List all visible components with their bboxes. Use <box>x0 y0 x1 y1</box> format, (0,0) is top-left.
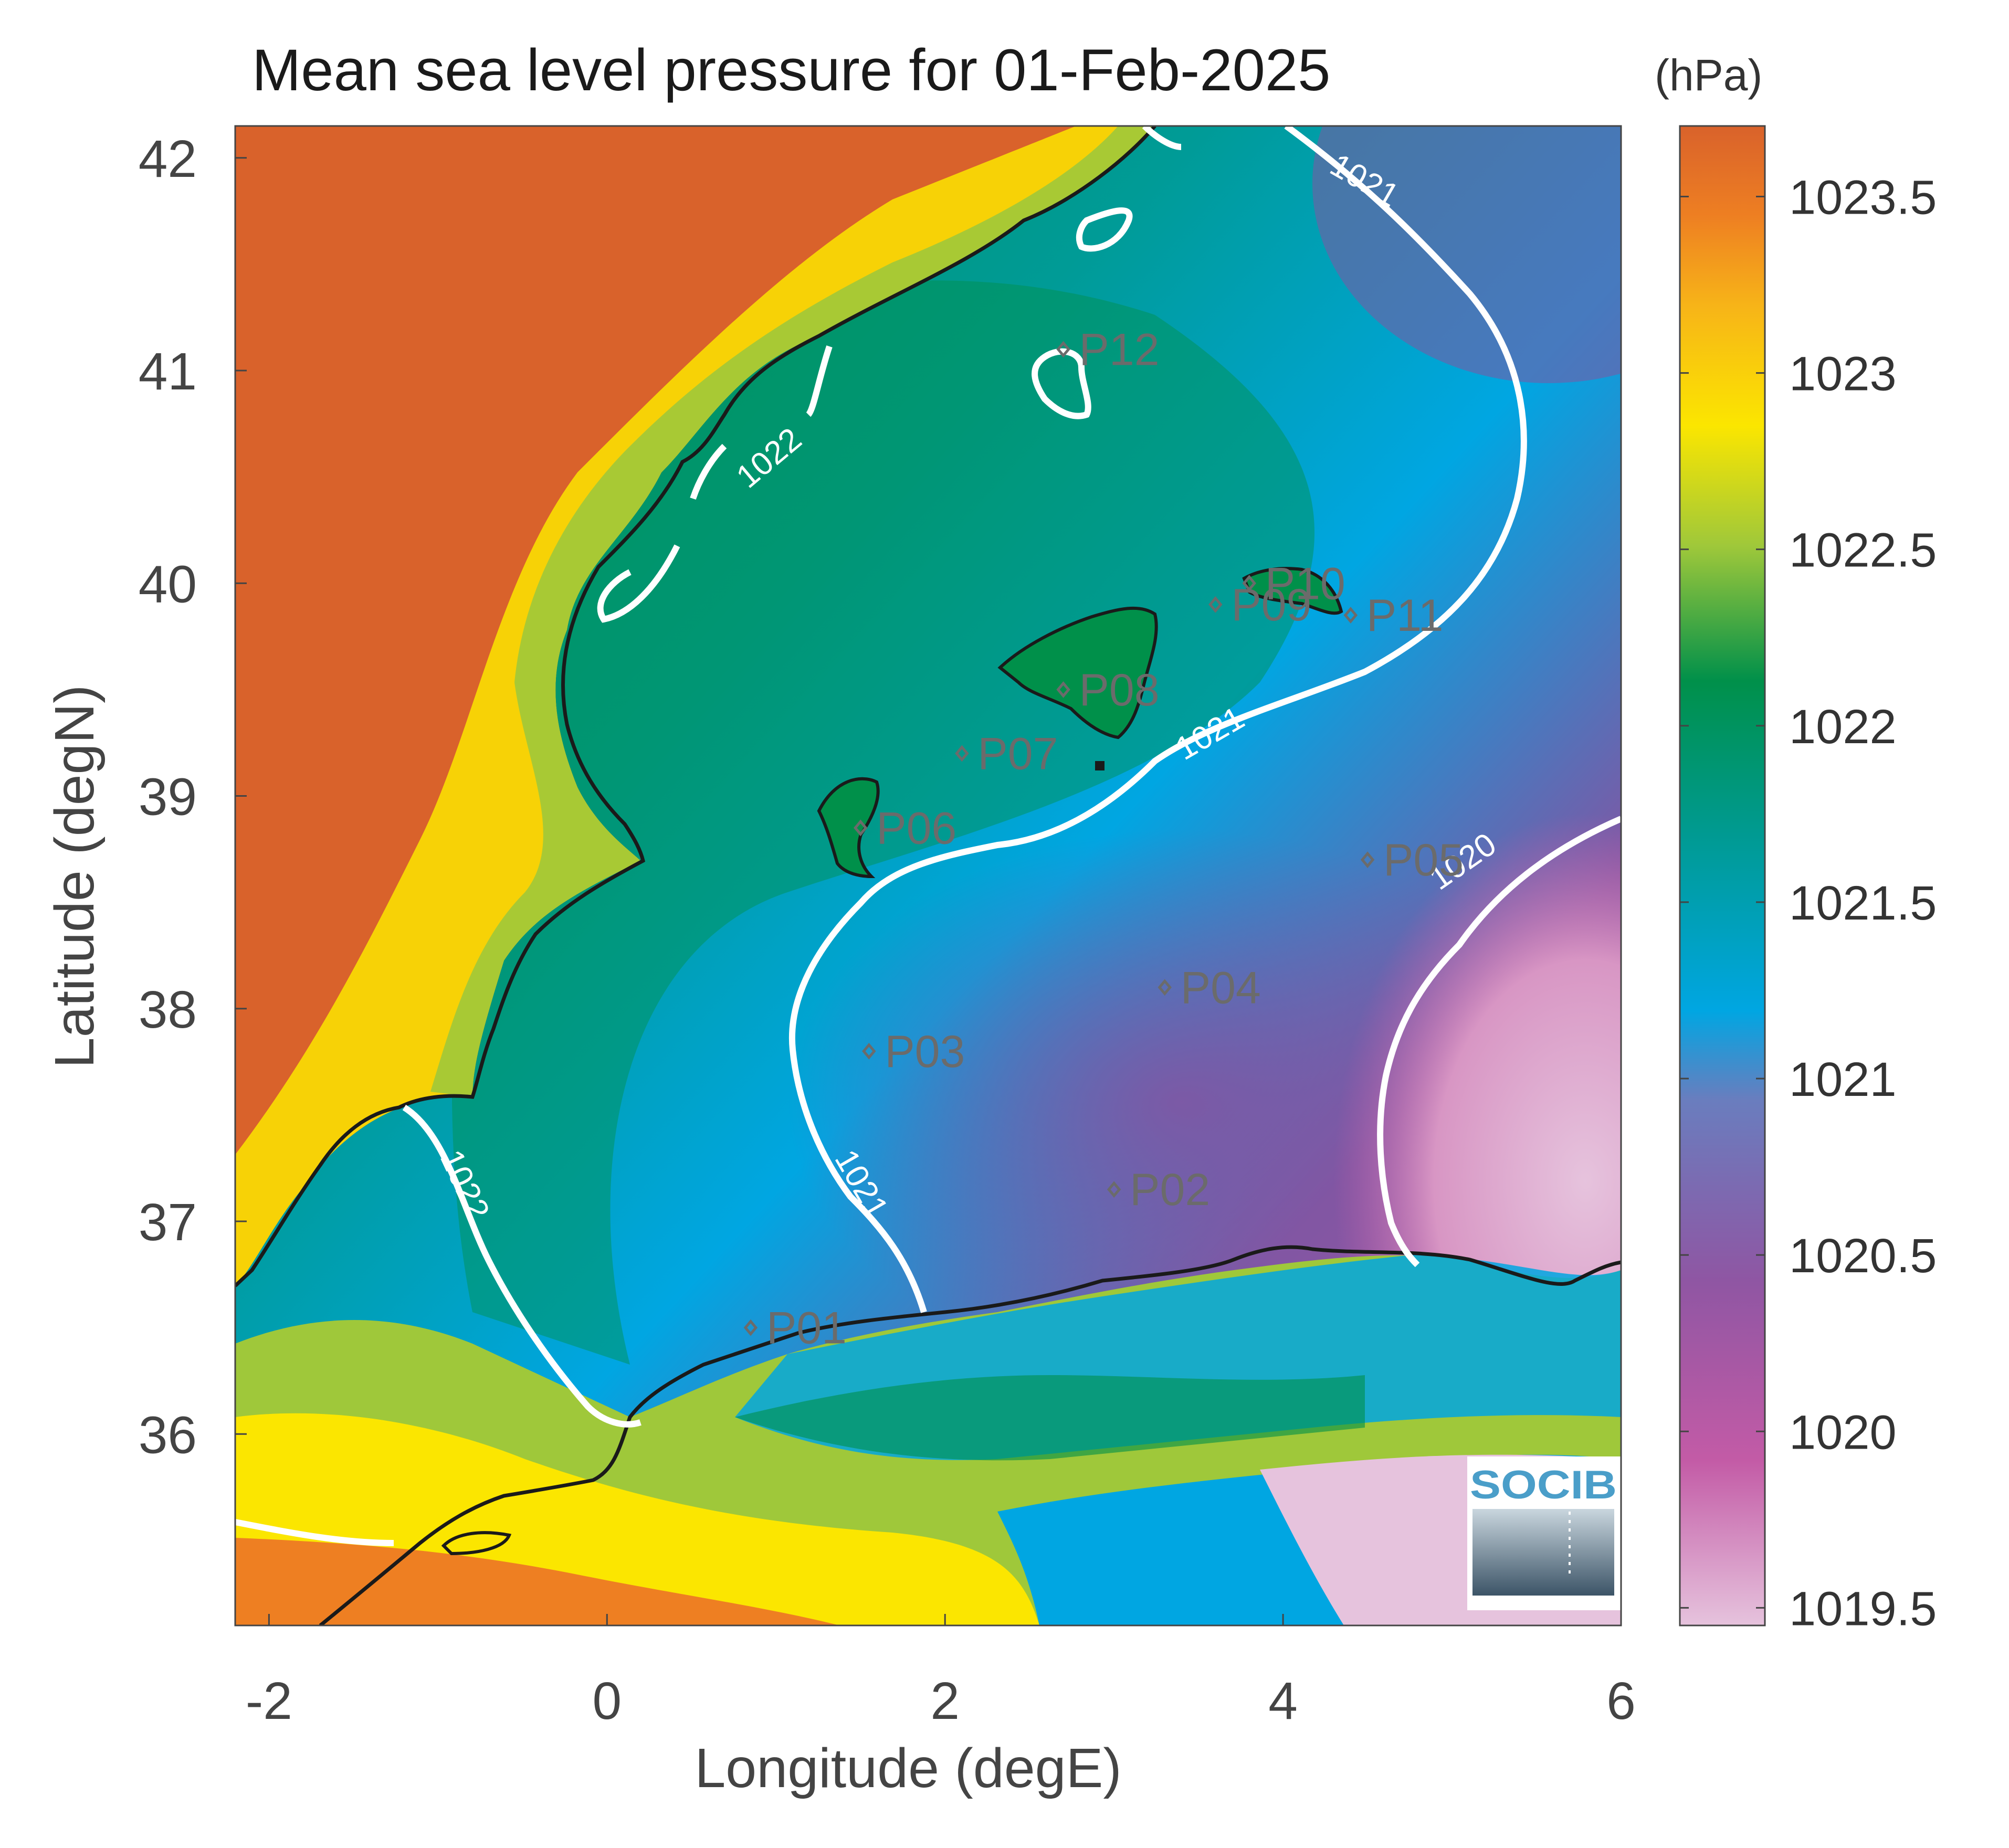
colorbar-tick-label: 1023 <box>1789 347 1897 401</box>
station-label: P12 <box>1079 325 1160 375</box>
station-marker-icon <box>862 1042 876 1060</box>
station-label: P06 <box>876 803 956 853</box>
station-label: P04 <box>1181 963 1261 1013</box>
station-p07[interactable]: P07 <box>955 728 1058 779</box>
y-tick-label: 40 <box>139 555 197 614</box>
station-p11[interactable]: P11 <box>1343 590 1444 641</box>
station-p09[interactable]: P09 <box>1208 580 1311 630</box>
x-axis-label: Longitude (degE) <box>695 1737 1121 1799</box>
contour-1020 <box>1377 816 1621 1268</box>
station-label: P09 <box>1231 580 1311 630</box>
contour-1022-east <box>1142 126 1182 150</box>
colorbar-tick-label: 1020 <box>1789 1406 1897 1459</box>
y-axis: 36 37 38 39 40 41 42 <box>139 130 247 1464</box>
ibiza-island <box>817 777 880 879</box>
contour-1022-south <box>402 1104 641 1428</box>
colorbar-tick-label: 1019.5 <box>1789 1582 1937 1635</box>
x-tick-label: 2 <box>930 1672 960 1730</box>
colorbar <box>1679 125 1766 1627</box>
station-marker-icon <box>853 819 868 837</box>
colorbar-tick-label: 1021 <box>1789 1053 1897 1106</box>
mallorca-island <box>997 606 1158 740</box>
iberia-coastal-green <box>430 126 1155 1097</box>
colorbar-tick-label: 1021.5 <box>1789 877 1937 930</box>
y-tick-label: 39 <box>139 768 197 827</box>
socib-logo: SOCIB <box>1467 1456 1621 1610</box>
y-tick-label: 38 <box>139 980 197 1039</box>
station-marker-icon <box>1056 681 1070 698</box>
colorbar-ticks: 1019.5 1020 1020.5 1021 1021.5 1022 1022.5 1023… <box>1680 171 1937 1635</box>
station-p05[interactable]: P05 <box>1360 835 1464 885</box>
alboran-islet <box>441 1531 512 1556</box>
contour-closed-north <box>1076 207 1133 252</box>
menorca-island <box>1242 567 1343 615</box>
station-marker-icon <box>1056 341 1070 358</box>
x-axis: -2 0 2 4 6 <box>246 1614 1636 1730</box>
x-tick-label: 6 <box>1606 1672 1636 1730</box>
northeast-low-area <box>1312 126 1621 383</box>
central-high-band <box>451 280 1315 1365</box>
station-label: P01 <box>766 1303 847 1354</box>
map-title: Mean sea level pressure for 01-Feb-2025 <box>252 37 1330 103</box>
contour-1022-southwest <box>235 1519 394 1546</box>
contour-1021-east <box>788 126 1527 1313</box>
station-marker-icon <box>955 745 969 762</box>
station-p10[interactable]: P10 <box>1242 558 1345 609</box>
x-tick-label: 0 <box>592 1672 622 1730</box>
station-label: P10 <box>1265 558 1345 609</box>
station-p01[interactable]: P01 <box>743 1303 847 1354</box>
x-tick-label: -2 <box>246 1672 292 1730</box>
north-africa-coastline <box>319 1245 1621 1625</box>
station-marker-icon <box>1107 1181 1121 1198</box>
africa-coastal-green <box>735 1375 1365 1461</box>
station-p03[interactable]: P03 <box>862 1027 965 1077</box>
x-tick-label: 4 <box>1268 1672 1298 1730</box>
station-p06[interactable]: P06 <box>853 803 956 853</box>
iberia-coastline <box>235 126 1156 1287</box>
colorbar-tick-label: 1022 <box>1789 700 1897 754</box>
colorbar-tick-label: 1020.5 <box>1789 1229 1937 1283</box>
station-marker-icon <box>1208 596 1223 613</box>
station-label: P02 <box>1130 1165 1210 1215</box>
contour-closed-p12 <box>1032 348 1091 419</box>
station-marker-icon <box>1242 575 1256 592</box>
y-tick-label: 41 <box>139 342 197 401</box>
station-marker-icon <box>1360 851 1375 869</box>
station-p12[interactable]: P12 <box>1056 325 1160 375</box>
station-marker-icon <box>1158 979 1172 996</box>
y-tick-label: 37 <box>139 1193 197 1252</box>
colorbar-unit-label: (hPa) <box>1655 50 1762 100</box>
colorbar-tick-label: 1023.5 <box>1789 171 1937 224</box>
station-label: P05 <box>1383 835 1464 885</box>
socib-logo-text: SOCIB <box>1470 1463 1617 1507</box>
station-label: P08 <box>1079 665 1160 715</box>
socib-logo-wave <box>1472 1509 1614 1596</box>
station-marker-icon <box>743 1319 758 1336</box>
station-label: P03 <box>885 1027 965 1077</box>
station-marker-icon <box>1343 607 1358 624</box>
y-tick-label: 36 <box>139 1406 197 1464</box>
station-p04[interactable]: P04 <box>1158 963 1261 1013</box>
colorbar-tick-label: 1022.5 <box>1789 524 1937 577</box>
contour-1022-north <box>597 345 833 623</box>
y-tick-label: 42 <box>139 130 197 188</box>
station-p08[interactable]: P08 <box>1056 665 1160 715</box>
africa-west-orange <box>235 1538 840 1625</box>
station-label: P07 <box>977 728 1058 779</box>
station-p02[interactable]: P02 <box>1107 1165 1210 1215</box>
station-label: P11 <box>1366 590 1444 641</box>
map-frame <box>234 125 1622 1627</box>
y-axis-label: Latitude (degN) <box>44 685 106 1069</box>
cabrera-islet <box>1095 761 1105 770</box>
